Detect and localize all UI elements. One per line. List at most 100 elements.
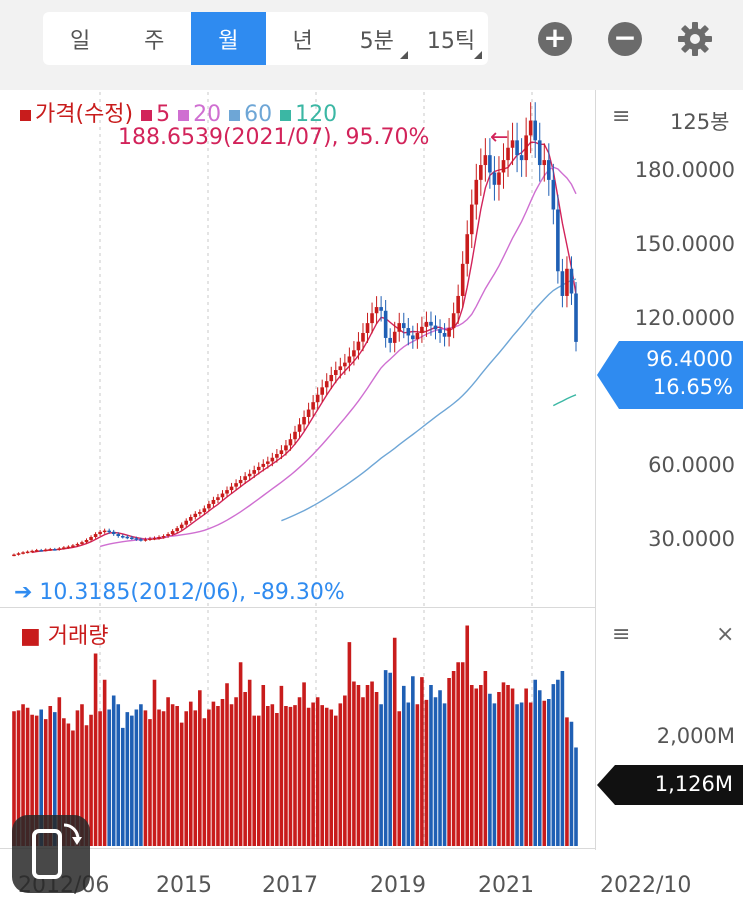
candle-body	[338, 366, 343, 371]
volume-bar	[501, 682, 506, 846]
candle-body	[565, 268, 569, 296]
volume-bar	[125, 712, 130, 846]
period-tab[interactable]: 5분	[340, 12, 414, 65]
volume-bar	[329, 709, 334, 846]
volume-bar	[474, 688, 479, 846]
period-tab[interactable]: 일	[43, 12, 117, 65]
price-menu-icon[interactable]: ≡	[612, 104, 631, 129]
legend-item: 120	[280, 102, 337, 127]
candle-body	[193, 513, 198, 518]
volume-bar	[139, 704, 143, 846]
candle-body	[519, 155, 524, 161]
candle-body	[170, 531, 175, 535]
candle-body	[225, 490, 229, 494]
volume-bar	[175, 706, 179, 846]
candle-body	[324, 381, 329, 388]
legend-label: 120	[295, 102, 338, 127]
candle-body	[275, 454, 279, 458]
volume-bar	[528, 702, 533, 846]
candle-body	[302, 416, 306, 425]
close-icon[interactable]: ×	[716, 622, 735, 647]
candle-body	[16, 553, 21, 555]
volume-bar	[243, 692, 247, 846]
candle-body	[80, 542, 84, 544]
volume-bar	[21, 704, 25, 846]
minus-icon: −	[613, 21, 637, 54]
candle-body	[456, 295, 460, 314]
candle-body	[184, 520, 189, 525]
candle-body	[333, 370, 338, 375]
candle-body	[365, 323, 370, 333]
volume-bar	[451, 671, 456, 846]
panel-divider	[0, 607, 595, 608]
volume-bar	[524, 688, 528, 846]
volume-bar	[492, 703, 497, 846]
zoom-in-button[interactable]: +	[538, 22, 572, 56]
volume-bar	[560, 671, 565, 846]
volume-bar	[574, 747, 578, 846]
volume-bar	[116, 704, 121, 846]
volume-bar	[234, 697, 238, 846]
volume-bar	[98, 711, 102, 846]
candle-body	[420, 326, 424, 333]
legend-item: 20	[178, 102, 221, 127]
candle-body	[297, 424, 302, 432]
gear-icon[interactable]	[676, 20, 714, 58]
high-label: 188.6539(2021/07), 95.70%	[118, 125, 430, 150]
candle-body	[43, 549, 48, 552]
period-tab[interactable]: 15틱	[414, 12, 488, 65]
dropdown-corner-icon	[399, 51, 408, 59]
candle-body	[415, 333, 420, 340]
candle-body	[433, 325, 438, 330]
volume-bar	[347, 642, 352, 846]
current-price: 96.4000	[646, 347, 733, 371]
volume-bar	[519, 702, 524, 846]
y-tick-120: 120.0000	[634, 306, 735, 330]
legend-swatch	[229, 109, 241, 121]
volume-bar	[569, 721, 574, 846]
candle-body	[220, 493, 225, 498]
volume-bar	[556, 679, 560, 846]
volume-bar	[30, 714, 34, 846]
volume-bar	[324, 707, 329, 846]
volume-bar	[311, 702, 315, 846]
volume-bar	[102, 679, 107, 846]
candle-body	[460, 263, 465, 296]
volume-bar	[57, 697, 62, 846]
volume-bar	[460, 662, 465, 846]
volume-bar	[157, 709, 161, 846]
x-tick-2022-10: 2022/10	[600, 873, 692, 898]
candle-body	[501, 160, 506, 173]
candle-body	[89, 537, 93, 540]
legend-item: 가격(수정)	[20, 102, 133, 127]
plus-icon: +	[543, 21, 567, 54]
legend-item: 5	[141, 102, 170, 127]
candle-body	[216, 497, 220, 500]
volume-menu-icon[interactable]: ≡	[612, 622, 631, 647]
period-tab-label: 15틱	[426, 28, 476, 54]
candle-body	[116, 534, 121, 537]
ma-5-line	[31, 141, 577, 554]
ma-120-line	[552, 394, 577, 407]
volume-bar	[547, 699, 551, 846]
candle-body	[397, 323, 402, 332]
volume-bar	[220, 699, 225, 846]
candle-body	[533, 120, 538, 141]
candle-body	[524, 135, 528, 161]
candle-body	[157, 537, 161, 539]
screen-rotate-button[interactable]	[12, 815, 90, 893]
period-tab[interactable]: 월	[191, 12, 266, 65]
volume-bar	[370, 681, 374, 846]
volume-bar	[315, 697, 320, 846]
volume-bar	[506, 685, 510, 846]
volume-bar	[225, 683, 229, 846]
zoom-out-button[interactable]: −	[608, 22, 642, 56]
volume-bar	[456, 662, 460, 846]
candle-body	[161, 536, 166, 538]
period-tab[interactable]: 주	[117, 12, 191, 65]
volume-bar	[420, 677, 424, 846]
volume-bar	[374, 692, 379, 846]
candle-body	[57, 548, 62, 550]
period-tab[interactable]: 년	[266, 12, 340, 65]
